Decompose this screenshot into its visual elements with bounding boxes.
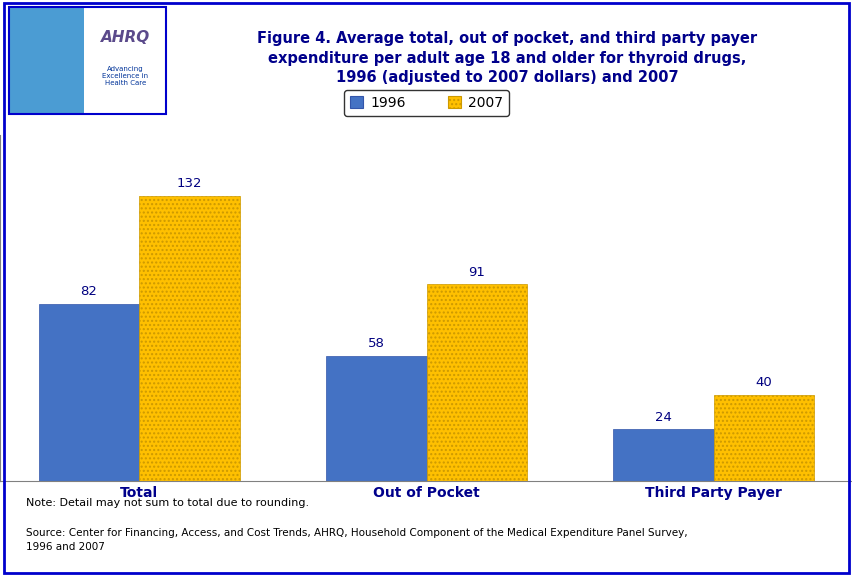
Text: 58: 58: [367, 338, 384, 350]
Text: Advancing
Excellence in
Health Care: Advancing Excellence in Health Care: [102, 66, 148, 86]
Text: 91: 91: [468, 266, 485, 279]
Text: AHRQ: AHRQ: [101, 29, 150, 44]
Legend: 1996, 2007: 1996, 2007: [343, 90, 509, 116]
Text: 132: 132: [176, 177, 202, 191]
Bar: [713, 395, 814, 481]
Text: 82: 82: [80, 286, 97, 298]
FancyBboxPatch shape: [9, 7, 84, 113]
Text: 40: 40: [755, 376, 771, 389]
Text: Note: Detail may not sum to total due to rounding.: Note: Detail may not sum to total due to…: [26, 498, 308, 508]
Text: 24: 24: [654, 411, 671, 424]
Bar: [613, 429, 713, 481]
Bar: [325, 356, 426, 481]
Text: Source: Center for Financing, Access, and Cost Trends, AHRQ, Household Component: Source: Center for Financing, Access, an…: [26, 529, 687, 552]
Bar: [139, 196, 239, 481]
Text: Figure 4. Average total, out of pocket, and third party payer
expenditure per ad: Figure 4. Average total, out of pocket, …: [257, 31, 757, 85]
Bar: [38, 304, 139, 481]
FancyBboxPatch shape: [84, 7, 166, 113]
Bar: [426, 285, 527, 481]
